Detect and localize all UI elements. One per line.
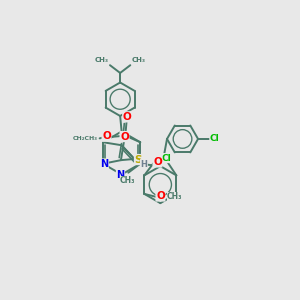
Text: CH₃: CH₃: [167, 192, 182, 201]
Text: CH₃: CH₃: [120, 176, 135, 185]
Text: Cl: Cl: [162, 154, 171, 163]
Text: O: O: [156, 191, 165, 201]
Text: S: S: [134, 154, 142, 165]
Text: CH₃: CH₃: [131, 56, 146, 62]
Text: Cl: Cl: [210, 134, 220, 143]
Text: H: H: [140, 160, 147, 169]
Text: N: N: [116, 170, 124, 180]
Text: CH₃: CH₃: [95, 56, 109, 62]
Text: N: N: [100, 159, 108, 169]
Text: CH₂CH₃: CH₂CH₃: [72, 136, 97, 141]
Text: O: O: [102, 131, 111, 141]
Text: O: O: [123, 112, 131, 122]
Text: O: O: [120, 132, 129, 142]
Text: O: O: [153, 157, 162, 167]
